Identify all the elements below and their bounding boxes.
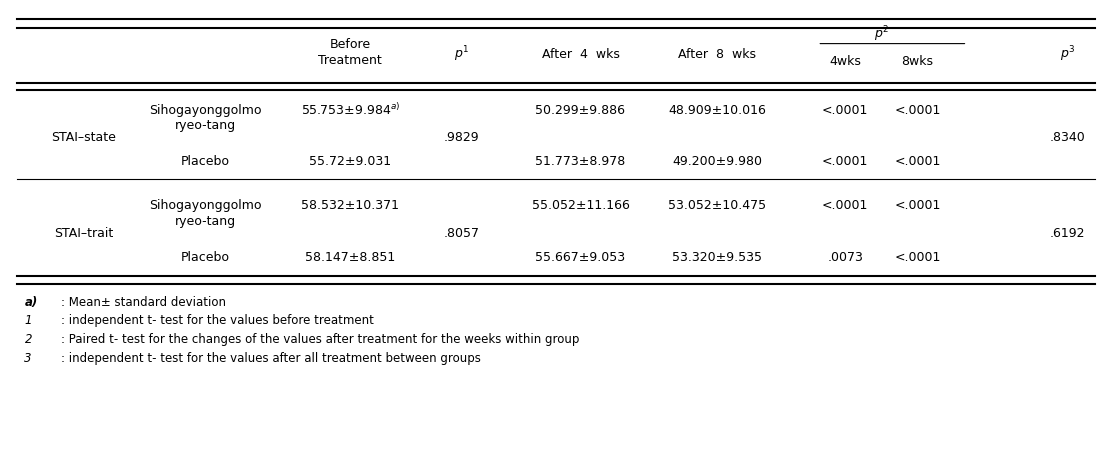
Text: : Paired t- test for the changes of the values after treatment for the weeks wit: : Paired t- test for the changes of the … [61,333,579,346]
Text: .8057: .8057 [444,227,479,240]
Text: <.0001: <.0001 [894,104,941,117]
Text: Sihogayonggolmo: Sihogayonggolmo [149,104,262,117]
Text: 53.320±9.535: 53.320±9.535 [673,251,762,263]
Text: Before: Before [330,38,370,50]
Text: 48.909±10.016: 48.909±10.016 [668,104,766,117]
Text: 50.299±9.886: 50.299±9.886 [536,104,625,117]
Text: $p^{3}$: $p^{3}$ [1060,45,1075,64]
Text: 55.72±9.031: 55.72±9.031 [309,155,391,168]
Text: 53.052±10.475: 53.052±10.475 [668,199,766,212]
Text: .6192: .6192 [1050,227,1085,240]
Text: a): a) [24,296,38,308]
Text: <.0001: <.0001 [822,104,868,117]
Text: 55.667±9.053: 55.667±9.053 [535,251,626,263]
Text: ryeo-tang: ryeo-tang [176,215,236,228]
Text: $p^{1}$: $p^{1}$ [454,45,469,64]
Text: ryeo-tang: ryeo-tang [176,119,236,132]
Text: 1: 1 [24,314,32,327]
Text: STAI–state: STAI–state [51,131,116,144]
Text: 51.773±8.978: 51.773±8.978 [535,155,626,168]
Text: STAI–trait: STAI–trait [53,227,113,240]
Text: 8wks: 8wks [902,55,933,68]
Text: .9829: .9829 [444,131,479,144]
Text: 49.200±9.980: 49.200±9.980 [673,155,762,168]
Text: $p^{2}$: $p^{2}$ [874,25,888,44]
Text: : independent t- test for the values before treatment: : independent t- test for the values bef… [61,314,374,327]
Text: Placebo: Placebo [181,251,230,263]
Text: 2: 2 [24,333,32,346]
Text: 55.052±11.166: 55.052±11.166 [532,199,629,212]
Text: .8340: .8340 [1050,131,1085,144]
Text: : Mean± standard deviation: : Mean± standard deviation [61,296,226,308]
Text: 55.753±9.984$^{a)}$: 55.753±9.984$^{a)}$ [300,102,400,118]
Text: 58.147±8.851: 58.147±8.851 [305,251,396,263]
Text: <.0001: <.0001 [822,155,868,168]
Text: 4wks: 4wks [830,55,861,68]
Text: : independent t- test for the values after all treatment between groups: : independent t- test for the values aft… [61,353,481,365]
Text: <.0001: <.0001 [822,199,868,212]
Text: .0073: .0073 [827,251,863,263]
Text: Placebo: Placebo [181,155,230,168]
Text: 58.532±10.371: 58.532±10.371 [301,199,399,212]
Text: 3: 3 [24,353,32,365]
Text: <.0001: <.0001 [894,251,941,263]
Text: <.0001: <.0001 [894,199,941,212]
Text: Sihogayonggolmo: Sihogayonggolmo [149,199,262,212]
Text: After  4  wks: After 4 wks [542,48,619,61]
Text: Treatment: Treatment [318,54,383,67]
Text: After  8  wks: After 8 wks [678,48,756,61]
Text: <.0001: <.0001 [894,155,941,168]
